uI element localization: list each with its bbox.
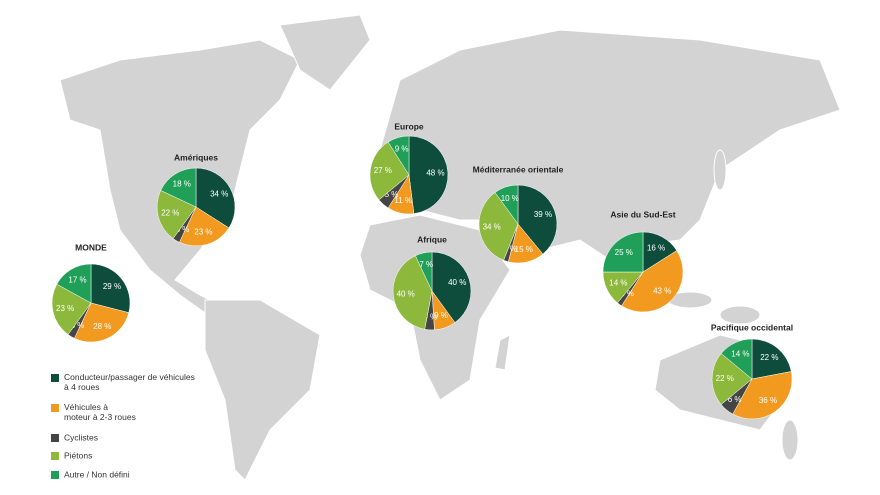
south-america xyxy=(204,299,321,481)
island xyxy=(719,305,761,325)
value-label: 2 % xyxy=(620,289,634,298)
pie-slice xyxy=(415,251,433,292)
pie-slice xyxy=(517,184,558,255)
pie-title: Amériques xyxy=(174,152,218,162)
pie-title: Asie du Sud-Est xyxy=(610,209,675,219)
value-label: 17 % xyxy=(68,275,86,284)
value-label: 23 % xyxy=(56,304,74,313)
pie-slice xyxy=(478,192,519,261)
value-label: 23 % xyxy=(194,228,212,237)
value-label: 5 % xyxy=(385,190,399,199)
pie-slice xyxy=(408,135,449,214)
value-label: 29 % xyxy=(103,282,121,291)
pie-title: Méditerranée orientale xyxy=(473,164,564,174)
world-map xyxy=(59,14,841,481)
pie-slice xyxy=(51,283,92,335)
value-label: 34 % xyxy=(210,189,228,198)
value-label: 39 % xyxy=(534,210,552,219)
value-label: 48 % xyxy=(426,168,444,177)
value-label: 18 % xyxy=(173,180,191,189)
value-label: 22 % xyxy=(161,209,179,218)
pie-slice xyxy=(711,353,753,405)
legend-swatch xyxy=(51,471,59,479)
value-label: 3 % xyxy=(71,321,85,330)
legend-label: Cyclistes xyxy=(64,432,98,442)
value-label: 4 % xyxy=(423,313,437,322)
pie-slice xyxy=(74,302,130,343)
value-label: 36 % xyxy=(759,396,777,405)
value-label: 40 % xyxy=(448,278,466,287)
value-label: 34 % xyxy=(483,222,501,231)
island xyxy=(781,419,799,461)
value-label: 40 % xyxy=(397,289,415,298)
value-label: 3 % xyxy=(176,225,190,234)
pie-slice xyxy=(392,255,433,330)
legend-swatch xyxy=(51,374,59,382)
pie-slice xyxy=(179,206,230,247)
legend-swatch xyxy=(51,404,59,412)
madagascar xyxy=(494,334,511,371)
value-label: 25 % xyxy=(615,248,633,257)
value-label: 43 % xyxy=(653,286,671,295)
pie-title: Pacifique occidental xyxy=(711,322,793,332)
legend-swatch xyxy=(51,452,59,460)
value-label: 2 % xyxy=(503,244,517,253)
value-label: 9 % xyxy=(395,145,409,154)
pie-title: Europe xyxy=(394,121,424,131)
pie-slice xyxy=(621,250,684,313)
value-label: 14 % xyxy=(609,279,627,288)
value-label: 28 % xyxy=(93,322,111,331)
pie-slice xyxy=(431,251,472,323)
value-label: 22 % xyxy=(716,374,734,383)
value-label: 14 % xyxy=(731,349,749,358)
value-label: 9 % xyxy=(434,311,448,320)
pie-slice xyxy=(387,135,410,176)
pie-title: MONDE xyxy=(75,242,107,252)
legend-swatch xyxy=(51,434,59,442)
value-label: 11 % xyxy=(394,196,412,205)
legend-label: Véhicules à moteur à 2-3 roues xyxy=(64,402,136,422)
value-label: 15 % xyxy=(515,245,533,254)
value-label: 27 % xyxy=(374,166,392,175)
pie-slice xyxy=(90,263,131,314)
pies: MONDE 29 % 28 % 3 % 23 % 17 % Amériques 34 % 23 … xyxy=(51,121,793,420)
legend-label: Autre / Non défini xyxy=(64,469,130,479)
pie-slice xyxy=(494,184,519,225)
greenland xyxy=(279,14,371,91)
pie-slice xyxy=(751,338,792,380)
pie-title: Afrique xyxy=(417,234,447,244)
value-label: 16 % xyxy=(647,243,665,252)
pie-slice xyxy=(732,371,793,420)
pie-slice xyxy=(160,167,197,208)
legend-label: Conducteur/passager de véhicules à 4 roue… xyxy=(64,372,195,392)
value-label: 10 % xyxy=(501,194,519,203)
legend-label: Piétons xyxy=(64,450,92,460)
legend: Conducteur/passager de véhicules à 4 roue… xyxy=(51,372,195,479)
value-label: 6 % xyxy=(728,395,742,404)
value-label: 22 % xyxy=(760,353,778,362)
island xyxy=(713,149,727,191)
value-label: 7 % xyxy=(419,260,433,269)
pie-slice xyxy=(369,141,410,201)
pie-slice xyxy=(602,231,644,273)
pie-slice xyxy=(56,263,92,304)
pie-slice xyxy=(720,338,753,380)
